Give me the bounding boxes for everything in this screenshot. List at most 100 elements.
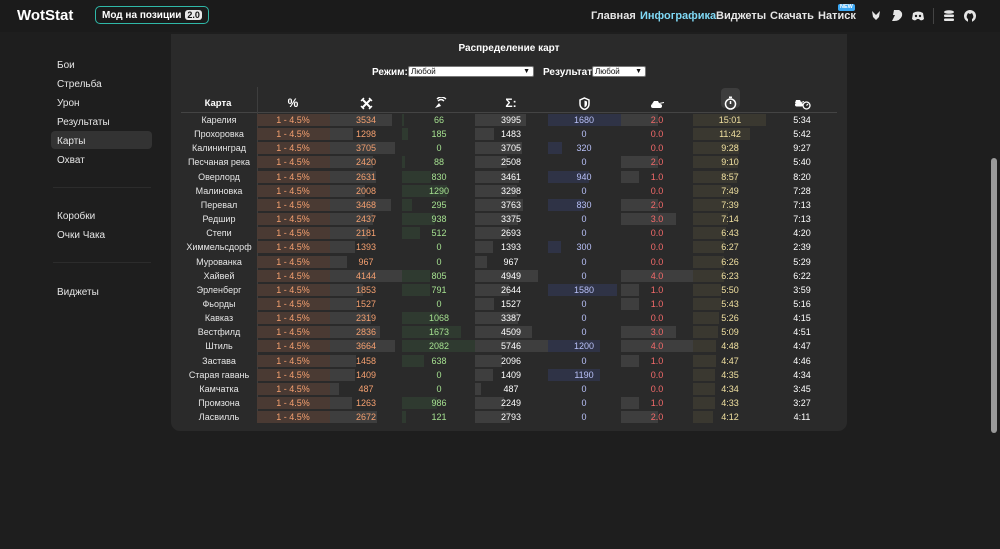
value-bar	[330, 128, 353, 141]
table-cell: 4:33	[721, 398, 739, 408]
table-cell: 1 - 4.5%	[276, 129, 310, 140]
github-icon[interactable]	[963, 9, 977, 23]
table-cell: 2008	[355, 185, 377, 196]
sidebar-item-shooting[interactable]: Стрельба	[57, 79, 102, 90]
table-cell: 0	[581, 185, 587, 196]
table-cell: 1853	[355, 284, 377, 295]
table-cell: 3375	[500, 214, 522, 225]
value-bar	[693, 354, 717, 367]
table-cell: 1393	[500, 242, 522, 253]
map-name: Ласвилль	[198, 412, 240, 423]
database-icon[interactable]	[942, 9, 956, 23]
column-header-spotted[interactable]	[424, 95, 454, 111]
bluesky-icon[interactable]	[869, 9, 883, 23]
logo[interactable]: WotStat	[17, 7, 74, 24]
value-bar	[330, 297, 357, 310]
table-cell: 5746	[500, 341, 522, 352]
sidebar-separator	[53, 262, 151, 263]
table-cell: 0.0	[650, 242, 664, 253]
table-cell: 940	[576, 171, 592, 182]
sidebar-item-boxes[interactable]: Коробки	[57, 211, 96, 222]
value-bar	[257, 411, 330, 424]
value-bar	[475, 114, 526, 126]
table-cell: 1680	[573, 115, 595, 125]
mode-select[interactable]: Любой ▼	[408, 66, 534, 77]
scrollbar-thumb[interactable]	[991, 158, 997, 433]
nav-widgets[interactable]: Виджеты	[716, 10, 767, 22]
value-bar	[693, 326, 719, 339]
new-badge: NEW	[838, 4, 855, 11]
nav-onslaught[interactable]: Натиск	[818, 10, 856, 22]
boosty-icon[interactable]	[890, 9, 904, 23]
value-bar	[475, 156, 507, 169]
value-bar	[330, 382, 339, 395]
table-cell: 1 - 4.5%	[276, 214, 310, 225]
table-cell: 8:20	[793, 171, 811, 182]
sidebar-item-battles[interactable]: Бои	[57, 60, 75, 71]
table-cell: 0	[436, 298, 442, 309]
value-bar	[693, 255, 725, 268]
map-name: Вестфилд	[197, 327, 241, 338]
table-cell: 2836	[355, 327, 377, 338]
sidebar-item-damage[interactable]: Урон	[57, 98, 80, 109]
nav-infographics[interactable]: Инфографика	[640, 10, 717, 22]
column-header-percent[interactable]: %	[287, 96, 299, 110]
table-cell: 0	[436, 242, 442, 253]
column-header-sum[interactable]: Σ:	[505, 96, 517, 110]
value-bar	[693, 213, 729, 226]
table-cell: 0	[581, 298, 587, 309]
table-cell: 2249	[500, 398, 522, 408]
value-bar	[693, 411, 714, 424]
value-bar	[402, 269, 431, 282]
table-cell: 1 - 4.5%	[276, 256, 310, 267]
table-cell: 320	[576, 143, 592, 154]
column-header-battles[interactable]	[351, 95, 381, 111]
table-cell: 9:27	[793, 143, 811, 154]
sidebar-item-results[interactable]: Результаты	[57, 117, 110, 128]
sidebar-item-reach[interactable]: Охват	[57, 155, 85, 166]
value-bar	[475, 368, 493, 381]
result-select-value: Любой	[595, 67, 620, 76]
table-cell: 0	[581, 398, 587, 408]
value-bar	[693, 184, 731, 197]
value-bar	[693, 114, 766, 126]
value-bar	[621, 114, 658, 126]
column-header-tank[interactable]	[642, 95, 672, 111]
table-cell: 2793	[500, 412, 522, 423]
value-bar	[330, 227, 369, 240]
table-cell: 5:43	[721, 298, 739, 309]
value-bar	[402, 283, 430, 296]
discord-icon[interactable]	[911, 9, 925, 23]
map-name: Промзона	[198, 398, 240, 408]
value-bar	[621, 297, 640, 310]
value-bar	[330, 213, 373, 226]
sidebar-item-widgets[interactable]: Виджеты	[57, 287, 99, 298]
column-header-speed[interactable]	[787, 95, 817, 111]
table-cell: 3:27	[793, 398, 811, 408]
nav-main[interactable]: Главная	[591, 10, 636, 22]
column-header-duration[interactable]	[715, 95, 745, 111]
table-cell: 487	[503, 383, 519, 394]
value-bar	[330, 411, 378, 424]
result-select[interactable]: Любой ▼	[592, 66, 646, 77]
nav-download[interactable]: Скачать	[770, 10, 814, 22]
value-bar	[621, 397, 640, 409]
mod-on-position-button[interactable]: Мод на позиции 2.0	[95, 6, 209, 24]
value-bar	[330, 156, 373, 169]
table-cell: 1 - 4.5%	[276, 185, 310, 196]
sidebar-item-maps[interactable]: Карты	[57, 136, 86, 147]
value-bar	[475, 397, 504, 409]
table-cell: 1527	[500, 298, 522, 309]
map-name: Прохоровка	[194, 129, 244, 140]
table-cell: 3995	[500, 115, 522, 125]
column-header-shield[interactable]	[569, 95, 599, 111]
sidebar-item-chuck-points[interactable]: Очки Чака	[57, 230, 106, 241]
column-header-map[interactable]: Карта	[204, 97, 232, 109]
value-bar	[330, 354, 356, 367]
value-bar	[621, 170, 640, 183]
table-cell: 3.0	[650, 214, 664, 225]
table-cell: 7:39	[721, 199, 739, 210]
top-bar: WotStat Мод на позиции 2.0 Главная Инфог…	[0, 0, 1000, 32]
map-name: Хайвей	[203, 270, 235, 281]
value-bar	[257, 312, 330, 325]
